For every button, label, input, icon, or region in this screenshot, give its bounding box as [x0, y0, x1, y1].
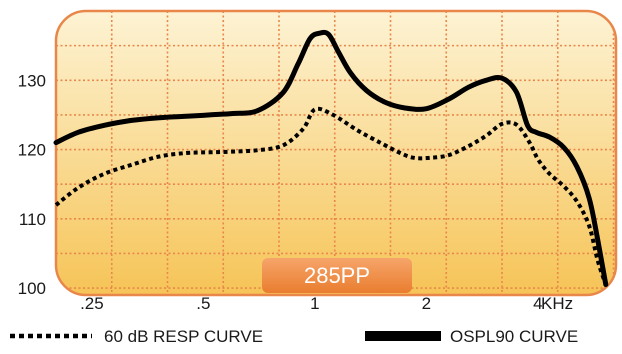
legend-label-60db-resp: 60 dB RESP CURVE	[104, 327, 263, 346]
series-60db-resp-curve	[54, 106, 608, 286]
y-tick-label: 120	[18, 141, 46, 160]
x-tick-label: 4	[533, 294, 542, 313]
badge-box	[262, 258, 412, 293]
x-tick-label: .25	[80, 294, 104, 313]
plot-background	[56, 11, 616, 295]
x-tick-label: 1	[310, 294, 319, 313]
series-ospl90-curve	[53, 29, 609, 288]
x-tick-label: .5	[196, 294, 210, 313]
legend: 60 dB RESP CURVE OSPL90 CURVE	[10, 327, 578, 346]
x-tick-label: 2	[422, 294, 431, 313]
y-tick-label: 130	[18, 71, 46, 90]
x-tick-labels: .25 .5 1 2 4	[80, 294, 543, 313]
y-tick-labels: 100 110 120 130	[18, 71, 46, 298]
legend-label-ospl90: OSPL90 CURVE	[450, 327, 578, 346]
y-tick-label: 110	[19, 210, 46, 229]
badge: 285PP	[262, 258, 412, 293]
plot-frame	[54, 9, 618, 297]
badge-text: 285PP	[304, 263, 370, 288]
series-layer	[53, 29, 609, 288]
y-tick-label: 100	[18, 279, 46, 298]
x-unit-label: KHz	[541, 294, 573, 313]
